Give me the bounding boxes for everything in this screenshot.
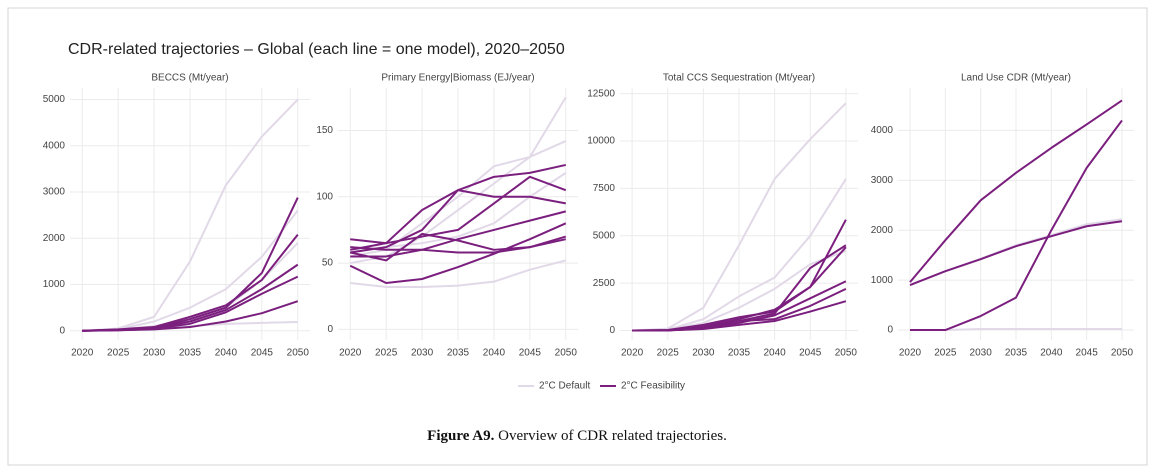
x-tick-label: 2045 xyxy=(1076,348,1099,359)
y-tick-label: 50 xyxy=(322,258,334,269)
y-tick-label: 5000 xyxy=(43,94,66,105)
y-tick-label: 0 xyxy=(59,325,65,336)
x-tick-label: 2035 xyxy=(447,348,470,359)
x-tick-label: 2030 xyxy=(970,348,993,359)
x-tick-label: 2045 xyxy=(519,348,542,359)
panel-title: Land Use CDR (Mt/year) xyxy=(961,73,1071,84)
series-line xyxy=(350,210,567,258)
figure-title: CDR-related trajectories – Global (each … xyxy=(68,41,565,58)
x-tick-label: 2030 xyxy=(411,348,434,359)
figure-frame xyxy=(7,7,1148,466)
y-tick-label: 2000 xyxy=(43,233,66,244)
y-tick-label: 0 xyxy=(609,325,615,336)
x-tick-label: 2045 xyxy=(799,348,822,359)
y-tick-label: 12500 xyxy=(587,88,615,99)
y-tick-label: 3000 xyxy=(43,187,66,198)
series-line xyxy=(909,99,1123,283)
x-tick-label: 2035 xyxy=(1005,348,1028,359)
panel-title: Total CCS Sequestration (Mt/year) xyxy=(663,73,815,84)
x-tick-label: 2020 xyxy=(899,348,922,359)
x-tick-label: 2040 xyxy=(764,348,787,359)
y-tick-label: 5000 xyxy=(593,230,616,241)
y-tick-label: 1000 xyxy=(43,279,66,290)
panel-title: BECCS (Mt/year) xyxy=(151,73,228,84)
y-tick-label: 7500 xyxy=(593,183,616,194)
x-tick-label: 2030 xyxy=(692,348,715,359)
x-tick-label: 2025 xyxy=(934,348,957,359)
series-line xyxy=(910,119,1123,332)
caption-text: Overview of CDR related trajectories. xyxy=(498,428,727,444)
y-tick-label: 4000 xyxy=(871,125,894,136)
series-line xyxy=(350,175,567,245)
x-tick-label: 2035 xyxy=(728,348,751,359)
x-tick-label: 2050 xyxy=(1111,348,1134,359)
x-tick-label: 2025 xyxy=(657,348,680,359)
y-tick-label: 1000 xyxy=(871,275,894,286)
caption: Figure A9. Overview of CDR related traje… xyxy=(427,428,727,444)
x-tick-label: 2035 xyxy=(179,348,202,359)
y-tick-label: 100 xyxy=(316,191,333,202)
x-tick-label: 2030 xyxy=(143,348,166,359)
y-tick-label: 150 xyxy=(316,125,333,136)
series-line xyxy=(82,300,299,332)
series-line xyxy=(350,259,567,288)
y-tick-label: 0 xyxy=(327,324,333,335)
x-tick-label: 2025 xyxy=(375,348,398,359)
caption-label: Figure A9. xyxy=(427,428,494,444)
y-tick-label: 3000 xyxy=(871,175,894,186)
x-tick-label: 2020 xyxy=(339,348,362,359)
y-tick-label: 10000 xyxy=(587,136,615,147)
series-line xyxy=(349,222,567,284)
x-tick-label: 2050 xyxy=(555,348,578,359)
x-tick-label: 2050 xyxy=(835,348,858,359)
x-tick-label: 2040 xyxy=(483,348,506,359)
series-line xyxy=(632,300,847,332)
x-tick-label: 2020 xyxy=(621,348,644,359)
panel-title: Primary Energy|Biomass (EJ/year) xyxy=(381,73,534,84)
x-tick-label: 2020 xyxy=(71,348,94,359)
legend-label: 2°C Feasibility xyxy=(621,381,685,392)
y-tick-label: 0 xyxy=(887,325,893,336)
x-tick-label: 2045 xyxy=(251,348,274,359)
y-tick-label: 4000 xyxy=(43,140,66,151)
series-line xyxy=(909,220,1123,287)
x-tick-label: 2040 xyxy=(1040,348,1063,359)
series-line xyxy=(349,232,567,262)
x-tick-label: 2025 xyxy=(107,348,130,359)
series-line xyxy=(350,163,567,254)
y-tick-label: 2500 xyxy=(593,278,616,289)
x-tick-label: 2040 xyxy=(215,348,238,359)
x-tick-label: 2050 xyxy=(287,348,310,359)
legend-label: 2°C Default xyxy=(539,381,590,392)
y-tick-label: 2000 xyxy=(871,225,894,236)
